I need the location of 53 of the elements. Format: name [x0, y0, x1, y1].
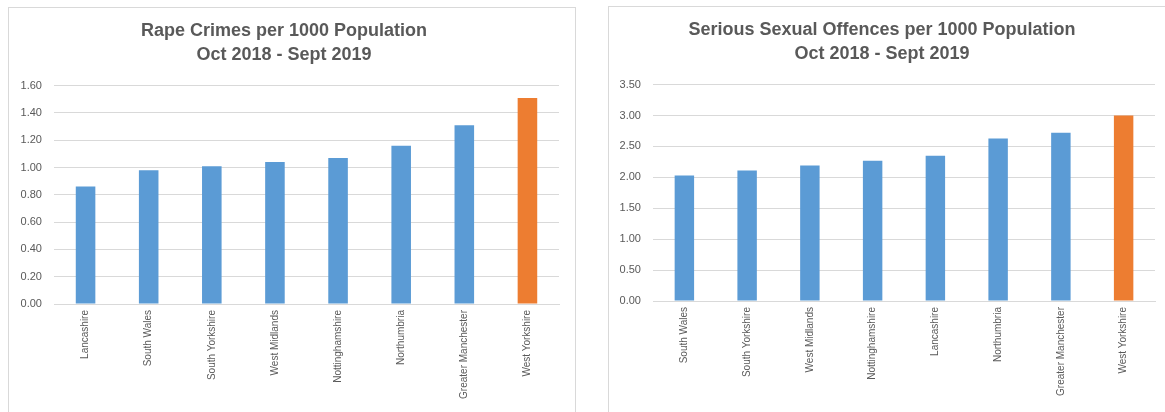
- y-tick-label: 0.60: [20, 215, 42, 228]
- bar: [265, 162, 285, 304]
- bar: [138, 170, 159, 304]
- y-tick-label: 3.50: [619, 77, 641, 90]
- chart-title: Serious Sexual Offences per 1000 Population: [688, 19, 1076, 40]
- bar: [391, 145, 411, 304]
- x-tick-label: South Yorkshire: [740, 306, 752, 378]
- x-tick-label: West Midlands: [268, 310, 280, 376]
- y-tick-label: 0.00: [619, 294, 641, 307]
- y-tick-label: 0.00: [20, 297, 42, 310]
- y-tick-label: 2.50: [619, 139, 641, 152]
- chart-subtitle: Oct 2018 - Sept 2019: [794, 43, 970, 64]
- chart-subtitle: Oct 2018 - Sept 2019: [196, 44, 372, 65]
- x-tick-label: South Wales: [678, 307, 690, 364]
- bar: [517, 97, 538, 304]
- bar: [988, 138, 1008, 301]
- y-tick-label: 1.00: [619, 232, 641, 245]
- y-tick-label: 1.50: [619, 201, 641, 214]
- y-tick-label: 0.20: [20, 269, 42, 282]
- y-tick-label: 0.40: [20, 242, 42, 255]
- x-tick-label: Northumbria: [394, 309, 406, 366]
- bar: [674, 175, 695, 301]
- bar: [862, 160, 883, 301]
- y-tick-label: 1.20: [20, 133, 42, 146]
- chart-title: Rape Crimes per 1000 Population: [140, 20, 428, 41]
- x-tick-label: Greater Manchester: [1054, 306, 1066, 396]
- x-tick-label: West Yorkshire: [1117, 306, 1129, 374]
- y-tick-label: 1.40: [20, 105, 42, 118]
- bar: [800, 165, 820, 301]
- x-tick-label: South Wales: [142, 310, 154, 367]
- x-tick-label: West Midlands: [803, 307, 815, 373]
- bar: [925, 155, 946, 301]
- x-tick-label: Northumbria: [991, 306, 1003, 363]
- bar: [737, 170, 757, 301]
- y-tick-label: 0.50: [619, 263, 641, 276]
- bar: [1051, 132, 1071, 301]
- bar: [202, 166, 222, 304]
- x-tick-label: Nottinghamshire: [866, 306, 878, 380]
- bar: [454, 125, 475, 304]
- x-tick-label: Lancashire: [79, 309, 91, 359]
- y-tick-label: 0.80: [20, 187, 42, 200]
- y-tick-label: 3.00: [619, 108, 641, 121]
- y-tick-label: 2.00: [619, 170, 641, 183]
- bar: [75, 186, 96, 304]
- x-tick-label: West Yorkshire: [521, 309, 533, 377]
- bar: [1113, 115, 1134, 301]
- x-tick-label: Greater Manchester: [458, 309, 470, 399]
- x-tick-label: Nottinghamshire: [331, 309, 343, 383]
- x-tick-label: Lancashire: [929, 306, 941, 356]
- y-tick-label: 1.00: [20, 160, 42, 173]
- y-tick-label: 1.60: [20, 78, 42, 91]
- bar: [328, 157, 348, 304]
- x-tick-label: South Yorkshire: [205, 309, 217, 381]
